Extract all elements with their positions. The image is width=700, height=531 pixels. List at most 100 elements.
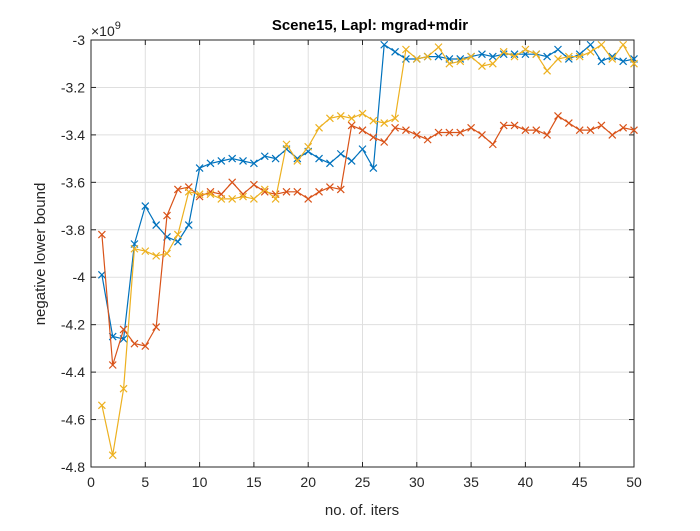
data-point-marker <box>336 185 345 194</box>
data-point-marker <box>195 190 204 199</box>
x-tick-label: 30 <box>409 474 425 490</box>
data-point-marker <box>499 50 508 59</box>
data-point-marker <box>586 126 595 135</box>
data-point-marker <box>380 40 389 49</box>
data-point-marker <box>488 52 497 61</box>
data-point-marker <box>630 126 638 135</box>
data-point-marker <box>152 323 161 331</box>
x-tick-label: 50 <box>626 474 642 490</box>
grid <box>90 39 635 468</box>
data-point-marker <box>293 154 302 163</box>
data-point-marker <box>391 123 400 132</box>
data-point-marker <box>488 140 497 149</box>
series-line <box>101 43 635 456</box>
data-point-marker <box>543 130 552 139</box>
data-point-marker <box>358 126 367 135</box>
data-point-marker <box>478 130 486 139</box>
data-point-marker <box>608 130 617 139</box>
data-point-marker <box>217 157 226 165</box>
data-point-marker <box>608 55 617 63</box>
data-point-marker <box>423 52 432 61</box>
x-tick-label: 25 <box>355 474 371 490</box>
data-point-marker <box>597 121 606 130</box>
data-point-marker <box>510 50 519 59</box>
x-tick-label: 35 <box>463 474 479 490</box>
data-point-marker <box>478 62 486 71</box>
data-point-marker <box>163 211 171 220</box>
y-tick-label: -4 <box>73 269 86 285</box>
data-point-marker <box>130 339 139 348</box>
data-point-marker <box>141 202 150 210</box>
chart-title: Scene15, Lapl: mgrad+mdir <box>272 17 468 34</box>
data-point-marker <box>521 126 530 135</box>
y-tick-label: -3 <box>73 32 86 48</box>
data-point-marker <box>141 342 150 350</box>
data-point-marker <box>402 45 410 54</box>
x-tick-label: 10 <box>192 474 208 490</box>
x-tick-label: 0 <box>87 474 95 490</box>
data-point-marker <box>347 121 356 130</box>
data-point-marker <box>108 361 117 369</box>
data-point-marker <box>282 187 291 196</box>
data-point-marker <box>336 149 345 158</box>
data-point-marker <box>445 59 454 68</box>
x-tick-label: 5 <box>141 474 149 490</box>
data-point-marker <box>206 190 215 199</box>
data-point-marker <box>586 47 595 56</box>
data-point-marker <box>554 55 562 63</box>
y-tick-label: -3.8 <box>61 222 85 238</box>
y-tick-label: -3.6 <box>61 174 85 190</box>
y-tick-label: -3.4 <box>61 127 85 143</box>
x-tick-label: 45 <box>572 474 588 490</box>
data-point-marker <box>456 128 465 137</box>
data-point-marker <box>619 40 628 49</box>
data-point-marker <box>412 55 421 63</box>
data-point-marker <box>543 52 552 61</box>
data-point-marker <box>217 195 226 203</box>
data-point-marker <box>608 52 617 61</box>
data-point-marker <box>467 123 476 132</box>
data-point-marker <box>434 128 443 137</box>
data-point-marker <box>358 109 367 118</box>
data-point-marker <box>249 180 258 189</box>
data-point-marker <box>336 111 345 120</box>
data-point-marker <box>412 130 421 139</box>
data-point-marker <box>380 119 389 127</box>
data-point-marker <box>586 40 595 49</box>
x-tick-label: 20 <box>300 474 316 490</box>
data-point-marker <box>315 123 323 132</box>
data-point-marker <box>619 57 628 66</box>
data-point-marker <box>543 66 552 75</box>
data-point-marker <box>402 126 410 135</box>
data-point-marker <box>391 114 400 123</box>
data-point-marker <box>293 187 302 196</box>
data-point-marker <box>228 154 237 163</box>
x-tick-label: 15 <box>246 474 262 490</box>
data-point-marker <box>260 185 269 194</box>
data-point-marker <box>293 157 302 165</box>
x-axis-label: no. of. iters <box>325 502 399 519</box>
data-point-marker <box>434 43 443 52</box>
data-point-marker <box>97 230 106 239</box>
data-point-marker <box>184 221 193 229</box>
y-tick-label: -4.8 <box>61 459 85 475</box>
data-point-marker <box>575 52 584 61</box>
data-point-marker <box>152 221 161 229</box>
data-point-marker <box>249 195 258 203</box>
data-point-marker <box>173 185 182 194</box>
data-point-marker <box>391 47 400 56</box>
data-point-marker <box>510 52 519 61</box>
data-point-marker <box>130 244 139 253</box>
data-point-marker <box>597 40 606 49</box>
y-tick-label: -4.4 <box>61 364 85 380</box>
series-2 <box>97 111 638 369</box>
data-point-marker <box>521 45 530 54</box>
data-point-marker <box>271 154 280 163</box>
data-point-marker <box>206 159 215 168</box>
y-tick-label: -4.2 <box>61 317 85 333</box>
data-point-marker <box>564 52 573 61</box>
data-point-marker <box>239 157 247 165</box>
data-point-marker <box>510 121 519 130</box>
y-exponent-base: ×10 <box>91 23 115 39</box>
